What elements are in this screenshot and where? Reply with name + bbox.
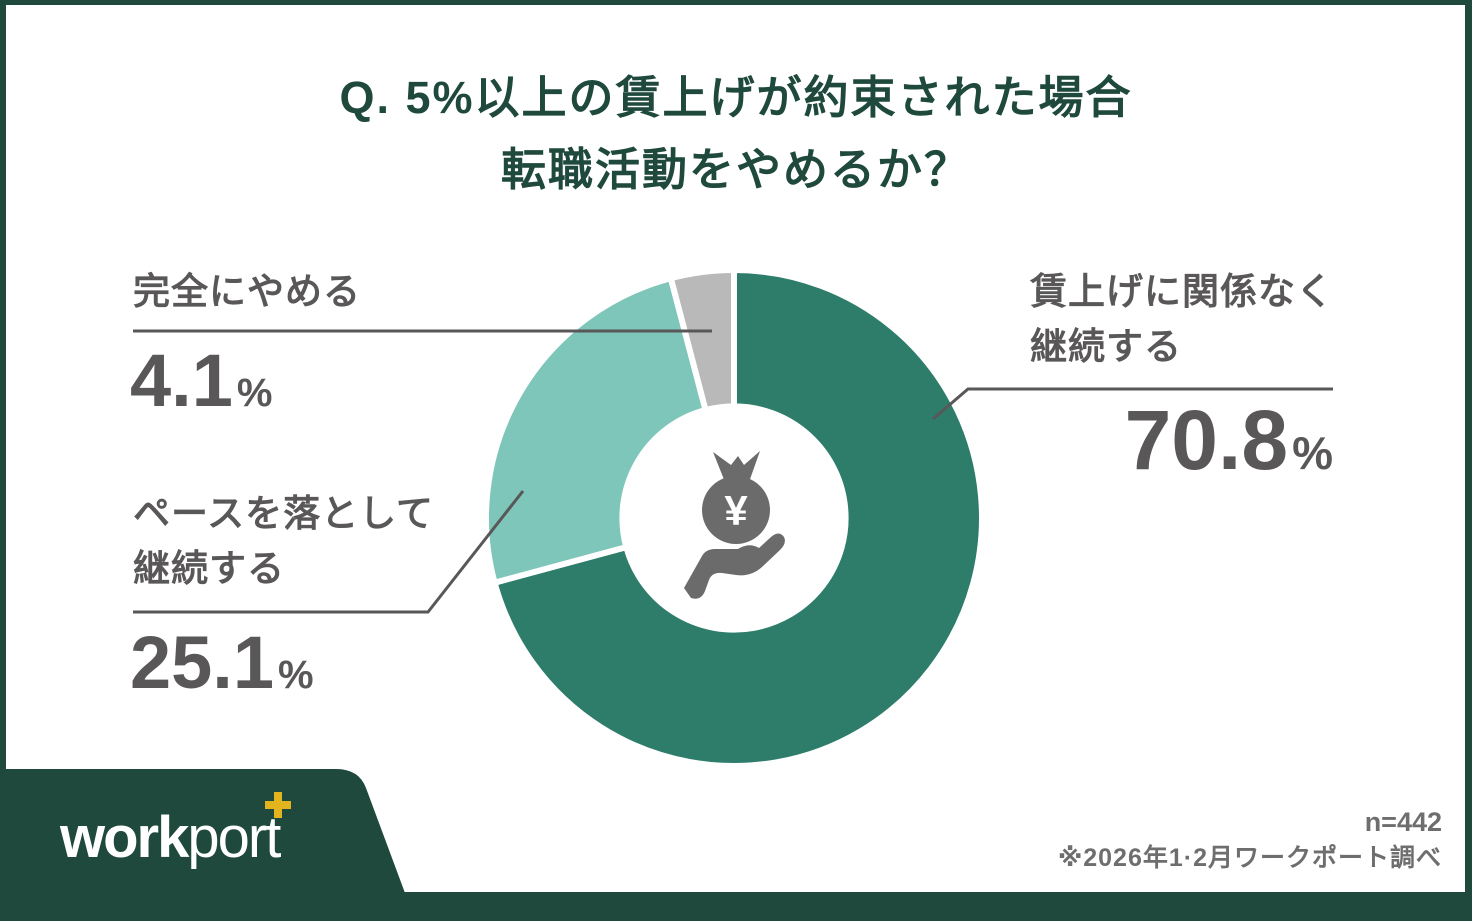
- money-bag-in-hand-icon: ¥: [684, 451, 785, 599]
- callout-value-slow-down: 25.1%: [130, 620, 314, 705]
- chart-title-line2: 転職活動をやめるか？: [500, 144, 971, 195]
- value-number: 70.8: [1124, 393, 1289, 487]
- logo-text-t: t: [265, 792, 292, 870]
- holding-hand: [684, 533, 785, 599]
- money-bag-knot: [713, 451, 760, 482]
- logo-text-work: work: [60, 805, 189, 870]
- logo-text-por: por: [187, 805, 267, 870]
- workport-logo: workport: [60, 792, 292, 870]
- donut-chart: ¥: [483, 266, 986, 769]
- sample-size: n=442: [1364, 807, 1442, 837]
- donut-segment: [490, 266, 986, 769]
- callout-value-stop-completely: 4.1%: [130, 338, 272, 423]
- callout-label-continue-regardless: 賃上げに関係なく 継続する: [1030, 264, 1334, 374]
- callout-label-continue-line2: 継続する: [1030, 326, 1182, 367]
- value-unit: %: [1292, 427, 1333, 479]
- footer-notes: n=442 ※2026年1·2月ワークポート調べ: [1058, 804, 1442, 876]
- value-number: 25.1: [130, 621, 275, 704]
- value-unit: %: [278, 653, 314, 697]
- yen-symbol: ¥: [724, 487, 748, 534]
- source-note: ※2026年1·2月ワークポート調べ: [1057, 844, 1442, 872]
- logo-plus-icon: [265, 792, 292, 818]
- callout-label-slow-down-line1: ペースを落として: [133, 493, 435, 534]
- callout-value-continue-regardless: 70.8%: [1125, 392, 1333, 489]
- callout-label-slow-down-line2: 継続する: [133, 548, 285, 589]
- value-unit: %: [236, 371, 273, 415]
- value-number: 4.1: [130, 339, 233, 422]
- money-bag-body: [702, 476, 770, 544]
- callout-label-slow-down: ペースを落として 継続する: [133, 486, 434, 596]
- donut-segment: [667, 266, 737, 414]
- chart-title-line1: Q. 5%以上の賃上げが約束された場合: [339, 72, 1133, 123]
- donut-segments: [483, 266, 986, 769]
- logo-letter-t: t: [265, 805, 281, 870]
- footer-plate-shape: [0, 769, 405, 893]
- chart-title: Q. 5%以上の賃上げが約束された場合 転職活動をやめるか？: [0, 62, 1472, 206]
- footer-logo-plate: [0, 769, 405, 893]
- donut-segment: [483, 274, 710, 587]
- callout-label-continue-line1: 賃上げに関係なく: [1030, 271, 1334, 312]
- callout-label-stop-completely: 完全にやめる: [133, 271, 361, 312]
